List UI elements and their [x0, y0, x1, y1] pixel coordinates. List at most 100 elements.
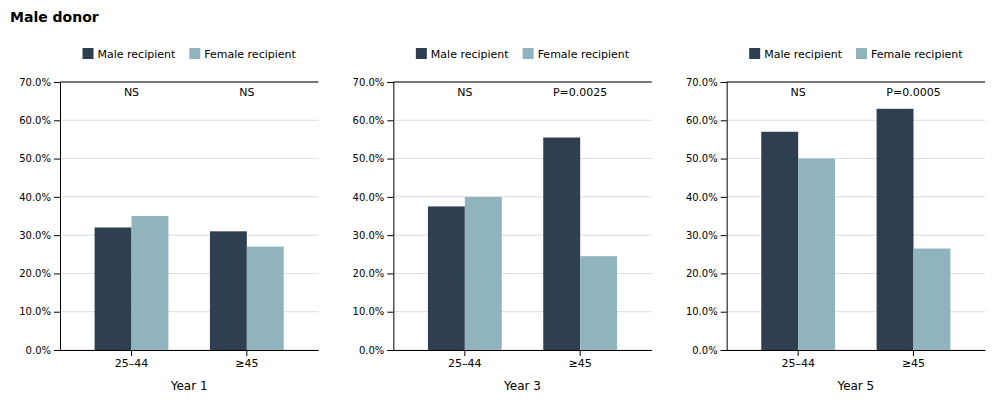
y-tick-mark	[54, 273, 60, 274]
x-tick: 25–44	[781, 350, 815, 370]
bar	[580, 256, 617, 350]
legend: Male recipient Female recipient	[416, 48, 630, 61]
y-tick-label: 30.0%	[19, 230, 51, 241]
y-tick: 70.0%	[353, 77, 394, 88]
y-tick-mark	[721, 273, 727, 274]
legend-swatch	[523, 48, 534, 59]
x-axis-line	[61, 350, 319, 351]
y-tick: 30.0%	[19, 230, 60, 241]
y-tick-mark	[54, 82, 60, 83]
x-tick-label: 25–44	[448, 357, 482, 370]
y-tick-mark	[54, 235, 60, 236]
grid	[393, 82, 651, 350]
legend-item: Male recipient	[83, 48, 176, 61]
grid-line	[60, 82, 318, 83]
bar	[877, 109, 914, 350]
legend-label: Female recipient	[538, 48, 630, 61]
y-tick-label: 20.0%	[353, 268, 385, 279]
bar	[798, 159, 835, 350]
legend-label: Female recipient	[871, 48, 963, 61]
y-tick-label: 10.0%	[19, 306, 51, 317]
y-tick-mark	[721, 235, 727, 236]
bar	[247, 247, 284, 350]
x-tick: ≥45	[902, 350, 925, 370]
grid-line	[727, 120, 985, 121]
x-tick-mark	[464, 350, 465, 356]
y-tick-label: 0.0%	[26, 345, 51, 356]
legend-label: Male recipient	[431, 48, 509, 61]
bar	[428, 206, 465, 350]
y-tick: 10.0%	[19, 306, 60, 317]
grid	[60, 82, 318, 350]
y-tick-mark	[721, 350, 727, 351]
legend-item: Male recipient	[416, 48, 509, 61]
y-axis-line	[721, 83, 728, 351]
annotation: NS	[239, 86, 254, 99]
y-tick-mark	[54, 120, 60, 121]
annotation: NS	[791, 86, 806, 99]
x-tick-label: 25–44	[115, 357, 149, 370]
annotation: NS	[124, 86, 139, 99]
y-axis: 0.0%10.0%20.0%30.0%40.0%50.0%60.0%70.0%	[19, 77, 60, 356]
panel: 0.0%10.0%20.0%30.0%40.0%50.0%60.0%70.0%2…	[686, 48, 986, 393]
annotation: P=0.0025	[553, 86, 607, 99]
legend-label: Female recipient	[204, 48, 296, 61]
y-tick-label: 60.0%	[686, 115, 718, 126]
x-tick-mark	[913, 350, 914, 356]
x-tick-mark	[580, 350, 581, 356]
y-tick: 10.0%	[353, 306, 394, 317]
bar	[543, 138, 580, 350]
y-tick-label: 60.0%	[353, 115, 385, 126]
y-tick-label: 0.0%	[692, 345, 717, 356]
x-axis: 25–44 ≥45	[394, 350, 652, 370]
y-tick-label: 60.0%	[19, 115, 51, 126]
legend-label: Male recipient	[764, 48, 842, 61]
y-tick-mark	[387, 159, 393, 160]
y-tick-mark	[387, 82, 393, 83]
x-axis-title: Year 1	[170, 379, 208, 393]
x-tick-label: 25–44	[781, 357, 815, 370]
y-tick-label: 40.0%	[353, 192, 385, 203]
y-tick: 30.0%	[686, 230, 727, 241]
x-tick-mark	[246, 350, 247, 356]
y-tick-label: 40.0%	[686, 192, 718, 203]
y-axis-line	[387, 83, 394, 351]
y-tick: 20.0%	[19, 268, 60, 279]
legend-swatch	[189, 48, 200, 59]
chart-canvas: 0.0% 10.0% 20.0% 30.0% 40.0% 50.0% 60.0% 70.0% 2…	[0, 0, 1000, 405]
y-tick-mark	[387, 350, 393, 351]
bar	[761, 132, 798, 350]
legend: Male recipient Female recipient	[749, 48, 963, 61]
y-tick: 70.0%	[686, 77, 727, 88]
y-tick-mark	[54, 159, 60, 160]
y-tick-label: 70.0%	[19, 77, 51, 88]
legend-item: Female recipient	[189, 48, 296, 61]
y-tick: 0.0%	[26, 345, 60, 356]
y-tick-label: 50.0%	[353, 153, 385, 164]
y-tick: 40.0%	[353, 192, 394, 203]
y-tick-mark	[387, 273, 393, 274]
legend-label: Male recipient	[98, 48, 176, 61]
y-tick-label: 0.0%	[359, 345, 384, 356]
y-tick-mark	[54, 197, 60, 198]
bar	[465, 197, 502, 350]
y-tick: 20.0%	[353, 268, 394, 279]
bar	[210, 231, 247, 350]
bars	[761, 109, 950, 350]
bars	[95, 216, 284, 350]
y-tick: 0.0%	[359, 345, 393, 356]
legend-swatch	[749, 48, 760, 59]
y-tick-label: 10.0%	[353, 306, 385, 317]
bar	[913, 249, 950, 350]
y-tick-mark	[721, 120, 727, 121]
y-tick-mark	[387, 197, 393, 198]
legend-item: Female recipient	[856, 48, 963, 61]
y-tick-label: 30.0%	[686, 230, 718, 241]
x-axis-line	[394, 350, 652, 351]
y-tick: 70.0%	[19, 77, 60, 88]
x-tick: 25–44	[115, 350, 149, 370]
x-tick: ≥45	[569, 350, 592, 370]
x-axis-line	[727, 350, 985, 351]
x-axis-title: Year 5	[836, 379, 874, 393]
annotation: NS	[457, 86, 472, 99]
